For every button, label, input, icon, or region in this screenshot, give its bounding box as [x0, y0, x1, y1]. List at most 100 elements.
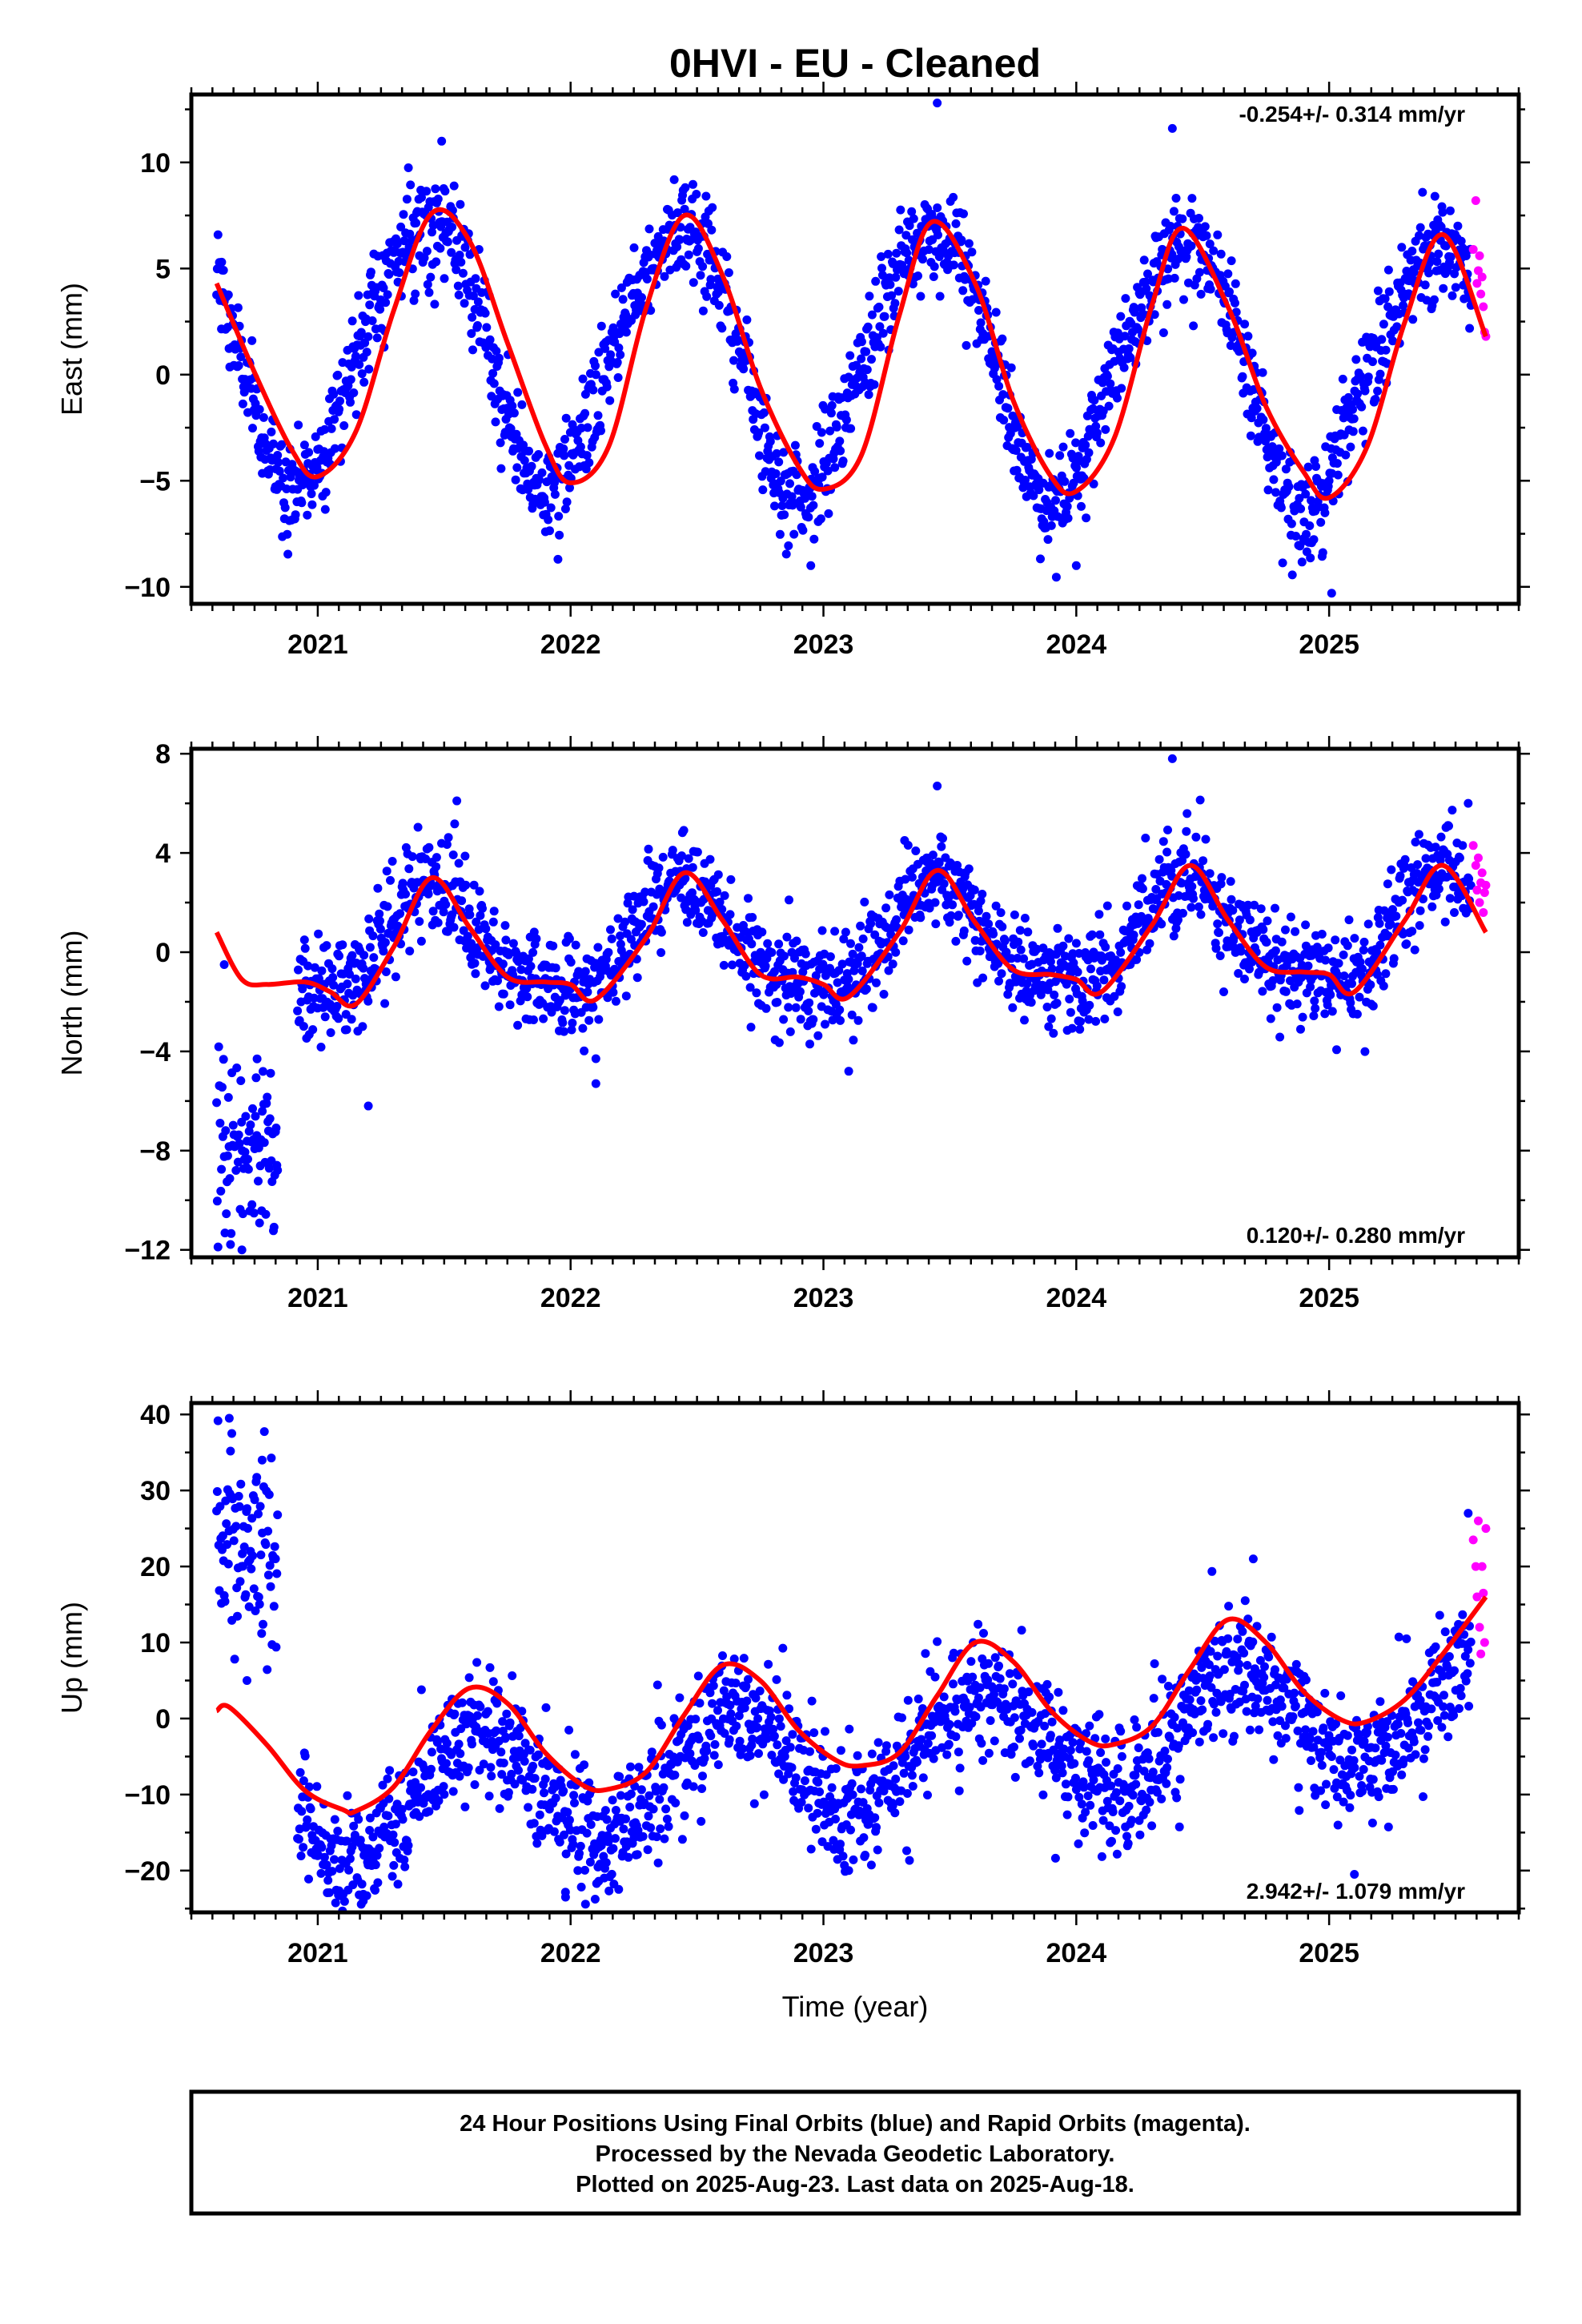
- final-orbit-point: [948, 900, 958, 910]
- final-orbit-point: [1311, 462, 1321, 471]
- final-orbit-point: [681, 183, 690, 192]
- final-orbit-point: [998, 390, 1008, 400]
- final-orbit-point: [359, 377, 369, 387]
- final-orbit-point: [512, 463, 522, 472]
- final-orbit-point: [335, 951, 343, 961]
- final-orbit-point: [959, 209, 968, 219]
- final-orbit-point: [614, 343, 624, 352]
- final-orbit-point: [804, 513, 813, 522]
- final-orbit-point: [1046, 521, 1056, 530]
- final-orbit-point: [269, 439, 278, 448]
- final-orbit-point: [1441, 241, 1451, 251]
- model-curve: [214, 207, 1488, 501]
- final-orbit-point: [560, 1006, 569, 1015]
- final-orbit-point: [611, 996, 620, 1006]
- final-orbit-point: [647, 1747, 656, 1757]
- final-orbit-point: [317, 1843, 327, 1852]
- final-orbit-point: [558, 1018, 568, 1027]
- final-orbit-point: [496, 438, 505, 448]
- final-orbit-point: [354, 291, 363, 300]
- final-orbit-point: [1071, 438, 1081, 448]
- final-orbit-point: [491, 417, 500, 427]
- final-orbit-point: [804, 1006, 813, 1015]
- final-orbit-point: [1066, 1007, 1075, 1017]
- final-orbit-point: [807, 1696, 817, 1706]
- final-orbit-point: [1101, 424, 1110, 434]
- final-orbit-point: [1227, 256, 1236, 266]
- final-orbit-point: [1199, 856, 1208, 866]
- final-orbit-point: [280, 503, 290, 513]
- final-orbit-point: [1358, 964, 1367, 974]
- final-orbit-point: [644, 844, 653, 854]
- final-orbit-point: [1195, 267, 1204, 277]
- final-orbit-point: [1171, 194, 1181, 203]
- final-orbit-point: [364, 914, 374, 923]
- final-orbit-point: [483, 1707, 492, 1716]
- final-orbit-point: [234, 1130, 243, 1140]
- final-orbit-point: [1246, 431, 1255, 440]
- final-orbit-point: [749, 1799, 759, 1808]
- final-orbit-point: [1348, 427, 1358, 436]
- final-orbit-point: [226, 1240, 235, 1249]
- final-orbit-point: [1049, 1028, 1058, 1038]
- final-orbit-point: [591, 361, 600, 371]
- final-orbit-point: [726, 1709, 736, 1719]
- final-orbit-point: [741, 1682, 751, 1691]
- final-orbit-point: [1415, 231, 1423, 240]
- final-orbit-point: [1023, 927, 1033, 937]
- final-orbit-point: [570, 1798, 579, 1807]
- final-orbit-point: [644, 1791, 654, 1800]
- final-orbit-point: [812, 422, 821, 431]
- final-orbit-point: [1000, 936, 1010, 946]
- final-orbit-point: [456, 199, 465, 209]
- final-orbit-point: [1053, 923, 1062, 933]
- final-orbit-point: [335, 1864, 344, 1873]
- final-orbit-point: [646, 1823, 656, 1832]
- final-orbit-point: [1101, 943, 1110, 952]
- final-orbit-point: [744, 894, 753, 903]
- final-orbit-point: [475, 887, 484, 896]
- final-orbit-point: [903, 1695, 913, 1705]
- final-orbit-point: [349, 388, 359, 397]
- final-orbit-point: [949, 1648, 958, 1658]
- final-orbit-point: [330, 1815, 339, 1824]
- final-orbit-point: [697, 1784, 707, 1793]
- final-orbit-point: [890, 1808, 900, 1818]
- final-orbit-point: [853, 1751, 862, 1760]
- final-orbit-point: [1247, 348, 1257, 358]
- final-orbit-point: [1407, 927, 1417, 936]
- final-orbit-point: [420, 253, 429, 263]
- final-orbit-point: [1310, 996, 1319, 1006]
- final-orbit-point: [1202, 231, 1211, 240]
- final-orbit-point: [234, 361, 243, 370]
- final-orbit-point: [904, 925, 913, 935]
- final-orbit-point: [489, 907, 499, 916]
- final-orbit-point: [1154, 854, 1164, 864]
- final-orbit-point: [504, 950, 513, 959]
- final-orbit-point: [984, 919, 994, 929]
- final-orbit-point: [644, 1811, 653, 1821]
- final-orbit-point: [415, 917, 424, 927]
- final-orbit-point: [588, 385, 598, 395]
- final-orbit-point: [841, 415, 851, 424]
- final-orbit-point: [626, 1762, 635, 1771]
- final-orbit-point: [616, 931, 625, 941]
- final-orbit-point: [754, 428, 764, 437]
- final-orbit-point: [604, 1886, 614, 1896]
- final-orbit-point: [508, 939, 518, 948]
- final-orbit-point: [1217, 873, 1227, 883]
- final-orbit-point: [345, 970, 354, 979]
- final-orbit-point: [1215, 951, 1225, 960]
- final-orbit-point: [473, 297, 483, 307]
- final-orbit-point: [1332, 1045, 1341, 1055]
- final-orbit-point: [626, 1789, 636, 1799]
- final-orbit-point: [831, 1763, 841, 1773]
- final-orbit-point: [1158, 328, 1168, 337]
- final-orbit-point: [833, 978, 842, 987]
- y-tick-label: −5: [139, 466, 171, 497]
- final-orbit-point: [742, 1696, 752, 1706]
- final-orbit-point: [221, 1126, 231, 1136]
- final-orbit-point: [427, 881, 436, 891]
- final-orbit-point: [345, 1854, 355, 1864]
- final-orbit-point: [866, 1860, 876, 1870]
